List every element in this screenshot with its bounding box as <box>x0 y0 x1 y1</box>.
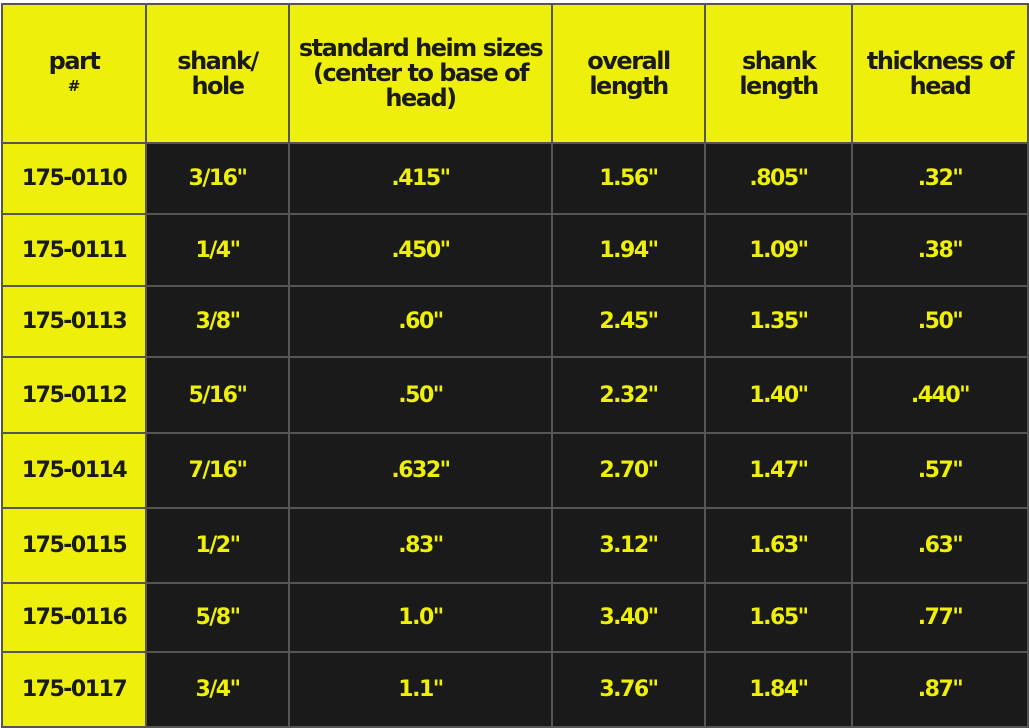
cell-heim-size: 1.1" <box>288 651 553 728</box>
cell-shank-hole: 7/16" <box>145 432 290 509</box>
cell-heim-size: .450" <box>288 213 553 287</box>
cell-shank-hole: 3/16" <box>145 142 290 215</box>
cell-part-number: 175-0110 <box>1 142 147 215</box>
cell-part-number: 175-0112 <box>1 356 147 434</box>
cell-head-thickness: .77" <box>851 582 1029 653</box>
header-part-label: part <box>48 46 101 75</box>
cell-shank-length: 1.09" <box>704 213 853 287</box>
cell-shank-length: 1.47" <box>704 432 853 509</box>
cell-head-thickness: .50" <box>851 285 1029 358</box>
cell-overall-length: 1.56" <box>551 142 706 215</box>
header-standard-heim-sizes: standard heim sizes (center to base of h… <box>288 3 553 144</box>
cell-overall-length: 2.32" <box>551 356 706 434</box>
parts-table: part # shank/ hole standard heim sizes (c… <box>1 3 1029 728</box>
cell-shank-length: .805" <box>704 142 853 215</box>
cell-heim-size: .60" <box>288 285 553 358</box>
cell-shank-length: 1.63" <box>704 507 853 584</box>
cell-shank-hole: 3/8" <box>145 285 290 358</box>
table-row: 175-0110 3/16" .415" 1.56" .805" .32" <box>1 142 1029 215</box>
cell-part-number: 175-0116 <box>1 582 147 653</box>
cell-head-thickness: .32" <box>851 142 1029 215</box>
cell-overall-length: 2.70" <box>551 432 706 509</box>
cell-heim-size: .50" <box>288 356 553 434</box>
cell-overall-length: 3.76" <box>551 651 706 728</box>
cell-shank-length: 1.84" <box>704 651 853 728</box>
cell-shank-length: 1.40" <box>704 356 853 434</box>
table-row: 175-0113 3/8" .60" 2.45" 1.35" .50" <box>1 285 1029 358</box>
cell-head-thickness: .38" <box>851 213 1029 287</box>
header-thickness-of-head: thickness of head <box>851 3 1029 144</box>
cell-head-thickness: .440" <box>851 356 1029 434</box>
header-shank-hole: shank/ hole <box>145 3 290 144</box>
cell-overall-length: 1.94" <box>551 213 706 287</box>
cell-shank-hole: 3/4" <box>145 651 290 728</box>
header-row: part # shank/ hole standard heim sizes (c… <box>1 3 1029 144</box>
cell-part-number: 175-0111 <box>1 213 147 287</box>
cell-part-number: 175-0113 <box>1 285 147 358</box>
cell-overall-length: 2.45" <box>551 285 706 358</box>
cell-shank-hole: 5/8" <box>145 582 290 653</box>
cell-shank-hole: 5/16" <box>145 356 290 434</box>
cell-head-thickness: .87" <box>851 651 1029 728</box>
cell-head-thickness: .57" <box>851 432 1029 509</box>
cell-part-number: 175-0117 <box>1 651 147 728</box>
table-row: 175-0112 5/16" .50" 2.32" 1.40" .440" <box>1 356 1029 434</box>
cell-overall-length: 3.12" <box>551 507 706 584</box>
cell-heim-size: 1.0" <box>288 582 553 653</box>
table-row: 175-0114 7/16" .632" 2.70" 1.47" .57" <box>1 432 1029 509</box>
cell-shank-length: 1.65" <box>704 582 853 653</box>
cell-heim-size: .83" <box>288 507 553 584</box>
table-row: 175-0115 1/2" .83" 3.12" 1.63" .63" <box>1 507 1029 584</box>
cell-heim-size: .415" <box>288 142 553 215</box>
cell-head-thickness: .63" <box>851 507 1029 584</box>
cell-part-number: 175-0115 <box>1 507 147 584</box>
cell-shank-length: 1.35" <box>704 285 853 358</box>
table-row: 175-0116 5/8" 1.0" 3.40" 1.65" .77" <box>1 582 1029 653</box>
cell-shank-hole: 1/2" <box>145 507 290 584</box>
header-shank-length: shank length <box>704 3 853 144</box>
header-overall-length: overall length <box>551 3 706 144</box>
cell-heim-size: .632" <box>288 432 553 509</box>
header-part: part # <box>1 3 147 144</box>
table-row: 175-0111 1/4" .450" 1.94" 1.09" .38" <box>1 213 1029 287</box>
table-row: 175-0117 3/4" 1.1" 3.76" 1.84" .87" <box>1 651 1029 728</box>
cell-overall-length: 3.40" <box>551 582 706 653</box>
cell-shank-hole: 1/4" <box>145 213 290 287</box>
header-part-sub: # <box>67 76 81 95</box>
cell-part-number: 175-0114 <box>1 432 147 509</box>
